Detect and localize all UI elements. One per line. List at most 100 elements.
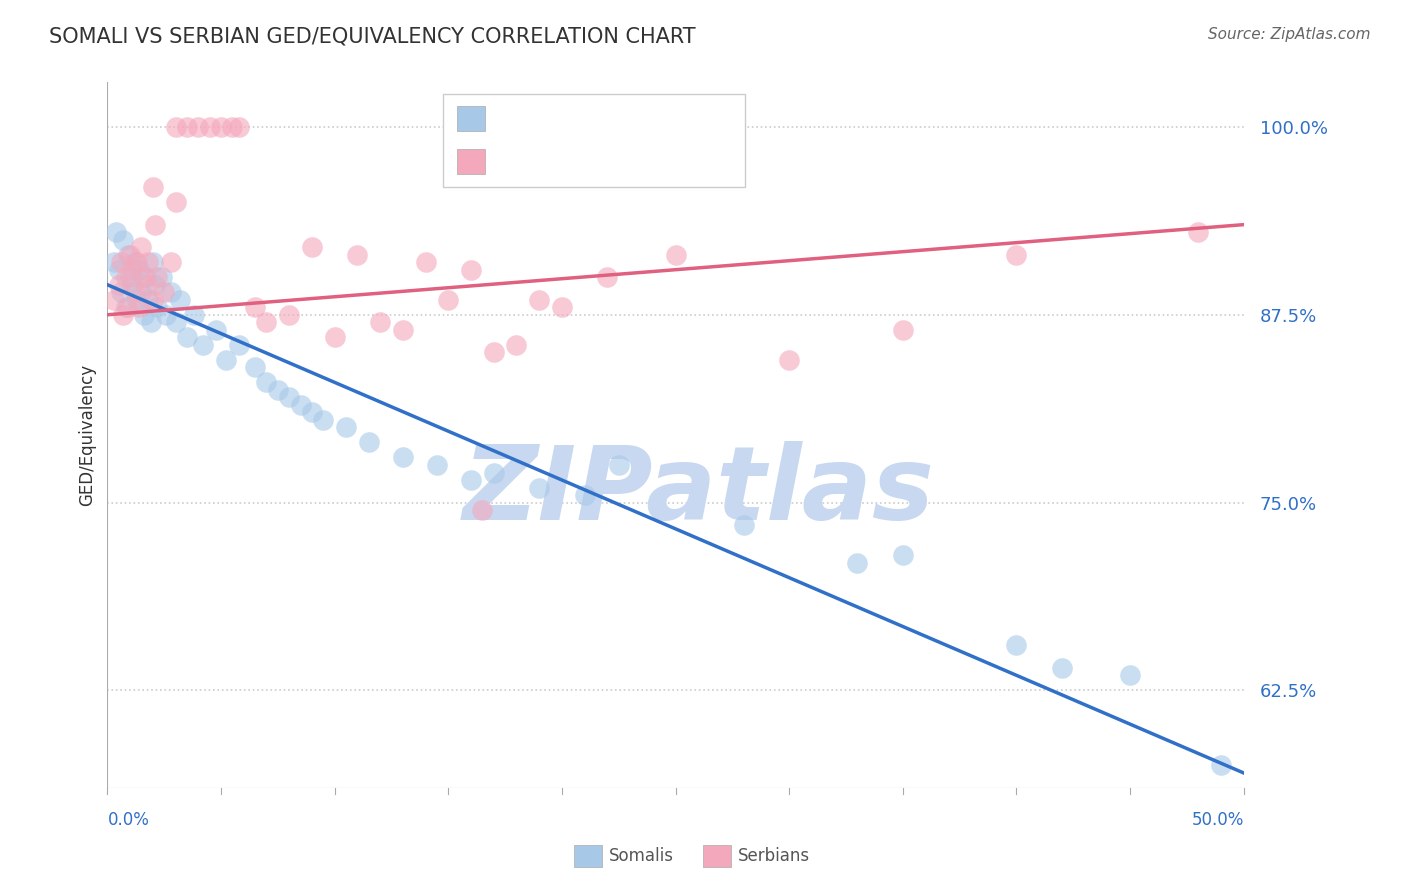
Point [471,503,494,517]
Text: N =: N = [623,104,657,122]
Point [117,300,139,314]
Point [103,293,125,307]
Point [143,218,166,232]
Text: 0.177: 0.177 [544,147,596,165]
Point [143,277,166,292]
Point [110,285,132,300]
Point [529,293,551,307]
Point [346,248,368,262]
Point [301,405,323,419]
Point [551,300,574,314]
Point [290,398,312,412]
Point [778,352,800,367]
Text: 0.0%: 0.0% [107,811,149,829]
Point [187,120,209,134]
Point [1187,225,1209,239]
Point [125,255,148,269]
Point [128,300,150,314]
Point [110,255,132,269]
Point [214,352,236,367]
Point [392,323,415,337]
Point [460,262,482,277]
Point [139,315,162,329]
Point [243,300,266,314]
Point [112,308,135,322]
Text: Somalis: Somalis [609,847,673,865]
Point [392,450,415,465]
Point [131,240,153,254]
Point [482,466,505,480]
Point [124,285,146,300]
Point [160,285,183,300]
Text: N =: N = [623,147,657,165]
Point [155,308,177,322]
Point [228,120,250,134]
Point [165,120,187,134]
Point [120,248,142,262]
Point [132,308,155,322]
Point [169,293,191,307]
Point [846,556,869,570]
Point [136,255,159,269]
Point [368,315,391,329]
Point [136,293,159,307]
Point [121,262,143,277]
Text: 51: 51 [665,147,688,165]
Point [256,376,278,390]
Point [1119,668,1142,682]
Point [131,285,153,300]
Point [142,180,165,194]
Point [426,458,449,472]
Text: Serbians: Serbians [738,847,810,865]
Point [146,300,169,314]
Point [891,548,914,562]
Point [278,308,301,322]
Point [114,270,136,285]
Point [415,255,437,269]
Point [105,225,128,239]
Text: Source: ZipAtlas.com: Source: ZipAtlas.com [1208,27,1371,42]
Point [256,315,278,329]
Point [191,338,214,352]
Point [120,270,142,285]
Text: ZIPatlas: ZIPatlas [463,441,935,542]
Point [437,293,460,307]
Point [135,277,157,292]
Point [243,360,266,375]
Point [124,255,146,269]
Point [146,270,169,285]
Point [664,248,686,262]
Point [128,262,150,277]
Point [357,435,380,450]
Point [482,345,505,359]
Point [165,195,187,210]
Point [117,248,139,262]
Point [1005,248,1028,262]
Point [107,277,129,292]
Point [176,330,198,344]
Text: 50.0%: 50.0% [1191,811,1244,829]
Point [209,120,232,134]
Point [135,270,157,285]
Point [278,391,301,405]
Point [607,458,630,472]
Point [132,270,155,285]
Point [183,308,205,322]
Point [733,518,755,533]
Text: R =: R = [495,104,529,122]
Text: -0.687: -0.687 [544,104,602,122]
Point [267,383,290,397]
Point [112,233,135,247]
Point [574,488,596,502]
Point [312,413,335,427]
Point [1050,661,1073,675]
Text: 54: 54 [665,104,688,122]
Point [596,270,619,285]
Point [505,338,527,352]
Point [125,293,148,307]
Point [891,323,914,337]
Text: R =: R = [495,147,529,165]
Point [460,473,482,487]
Point [301,240,323,254]
Point [165,315,187,329]
